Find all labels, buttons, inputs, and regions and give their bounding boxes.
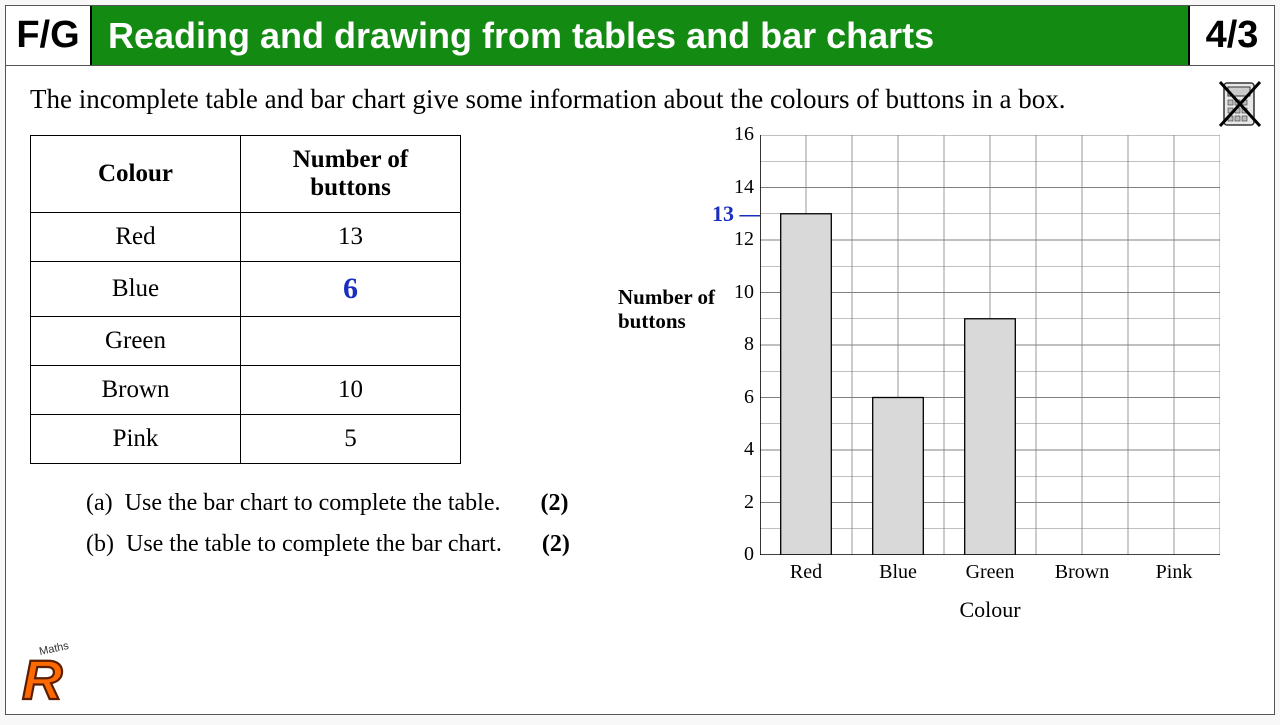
grade-box: F/G — [6, 6, 92, 65]
cell-colour: Blue — [31, 262, 241, 317]
cell-colour: Red — [31, 213, 241, 262]
bar — [873, 398, 924, 556]
cell-colour: Green — [31, 317, 241, 366]
sub-points: (2) — [542, 531, 570, 557]
marks-box: 4/3 — [1188, 6, 1274, 65]
table-row: Red13 — [31, 213, 461, 262]
bar — [781, 214, 832, 555]
no-calculator-icon — [1218, 80, 1262, 128]
handwritten-annotation: 13 — — [712, 201, 760, 227]
sub-label: (b) — [86, 531, 114, 557]
bar — [965, 319, 1016, 555]
brand-logo: Maths R — [14, 637, 92, 712]
header-bar: F/G Reading and drawing from tables and … — [6, 6, 1274, 66]
chart-svg — [760, 135, 1220, 555]
ytick-label: 4 — [726, 438, 754, 461]
subquestion: (a) Use the bar chart to complete the ta… — [86, 490, 590, 517]
ytick-label: 16 — [726, 123, 754, 146]
ytick-label: 6 — [726, 386, 754, 409]
cell-value: 10 — [241, 366, 461, 415]
left-column: Colour Number of buttons Red13Blue6Green… — [30, 135, 590, 645]
ytick-label: 10 — [726, 281, 754, 304]
question-text: The incomplete table and bar chart give … — [30, 82, 1250, 117]
chart-xlabel: Colour — [760, 597, 1220, 623]
sub-text: Use the table to complete the bar chart. — [126, 531, 502, 557]
xtick-label: Red — [790, 561, 822, 584]
xtick-label: Green — [966, 561, 1015, 584]
xtick-label: Pink — [1156, 561, 1193, 584]
cell-colour: Pink — [31, 415, 241, 464]
sub-points: (2) — [540, 490, 568, 516]
subquestion: (b) Use the table to complete the bar ch… — [86, 531, 590, 558]
data-table: Colour Number of buttons Red13Blue6Green… — [30, 135, 461, 464]
body: The incomplete table and bar chart give … — [6, 66, 1274, 661]
worksheet-page: F/G Reading and drawing from tables and … — [5, 5, 1275, 715]
ytick-label: 2 — [726, 491, 754, 514]
xtick-label: Blue — [879, 561, 917, 584]
ytick-label: 14 — [726, 176, 754, 199]
cell-value — [241, 317, 461, 366]
sub-text: Use the bar chart to complete the table. — [125, 490, 501, 516]
svg-text:R: R — [22, 648, 63, 707]
table-row: Blue6 — [31, 262, 461, 317]
cell-value: 13 — [241, 213, 461, 262]
cell-colour: Brown — [31, 366, 241, 415]
table-row: Brown10 — [31, 366, 461, 415]
ytick-label: 0 — [726, 543, 754, 566]
table-row: Pink5 — [31, 415, 461, 464]
page-title: Reading and drawing from tables and bar … — [92, 6, 1188, 65]
table-header-colour: Colour — [31, 136, 241, 213]
ytick-label: 8 — [726, 333, 754, 356]
cell-value: 6 — [241, 262, 461, 317]
chart-ylabel: Number ofbuttons — [618, 285, 738, 333]
sub-label: (a) — [86, 490, 113, 516]
content-row: Colour Number of buttons Red13Blue6Green… — [30, 135, 1250, 645]
table-row: Green — [31, 317, 461, 366]
table-header-count: Number of buttons — [241, 136, 461, 213]
bar-chart: Number ofbuttons 13 — ✎ Colour 024681012… — [630, 135, 1230, 645]
xtick-label: Brown — [1055, 561, 1109, 584]
cell-value: 5 — [241, 415, 461, 464]
ytick-label: 12 — [726, 228, 754, 251]
